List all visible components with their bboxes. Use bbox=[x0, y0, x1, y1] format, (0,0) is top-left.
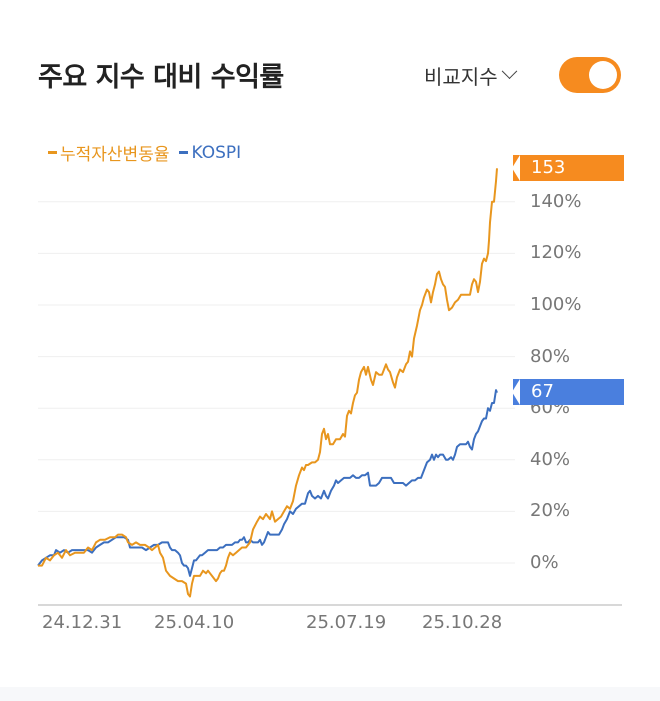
y-tick-label: 140% bbox=[530, 190, 582, 212]
x-tick-label: 25.10.28 bbox=[422, 612, 503, 633]
kospi-value-badge: 67 bbox=[512, 379, 624, 405]
legend-item-asset: 누적자산변동율 bbox=[48, 140, 169, 165]
y-tick-label: 40% bbox=[530, 448, 571, 470]
asset-value-badge: 153 bbox=[512, 155, 624, 181]
legend-item-kospi: KOSPI bbox=[179, 140, 241, 165]
asset-series-line bbox=[38, 168, 498, 598]
compare-index-label: 비교지수 bbox=[424, 65, 498, 89]
x-tick-label: 24.12.31 bbox=[42, 612, 123, 633]
kospi-series-line bbox=[37, 389, 498, 577]
y-tick-label: 100% bbox=[530, 294, 582, 315]
chart-gridlines bbox=[38, 201, 515, 564]
compare-index-dropdown[interactable]: 비교지수 bbox=[424, 61, 517, 90]
y-tick-label: 20% bbox=[530, 500, 571, 522]
legend-swatch-asset bbox=[48, 151, 57, 154]
kospi-value: 67 bbox=[531, 381, 554, 402]
x-tick-label: 25.04.10 bbox=[154, 612, 235, 633]
y-tick-label: 120% bbox=[530, 242, 582, 264]
toggle-knob bbox=[589, 61, 617, 89]
compare-toggle[interactable] bbox=[559, 57, 621, 93]
legend-label-asset: 누적자산변동율 bbox=[60, 145, 170, 165]
x-tick-label: 25.07.19 bbox=[306, 612, 387, 633]
footer-strip bbox=[0, 687, 660, 701]
page-title: 주요 지수 대비 수익률 bbox=[38, 62, 284, 93]
chart-legend: 누적자산변동율 KOSPI bbox=[48, 140, 241, 165]
asset-value: 153 bbox=[531, 157, 566, 178]
y-tick-label: 0% bbox=[530, 552, 559, 573]
legend-swatch-kospi bbox=[179, 151, 189, 154]
legend-label-kospi: KOSPI bbox=[191, 142, 242, 163]
y-tick-label: 80% bbox=[530, 345, 571, 367]
